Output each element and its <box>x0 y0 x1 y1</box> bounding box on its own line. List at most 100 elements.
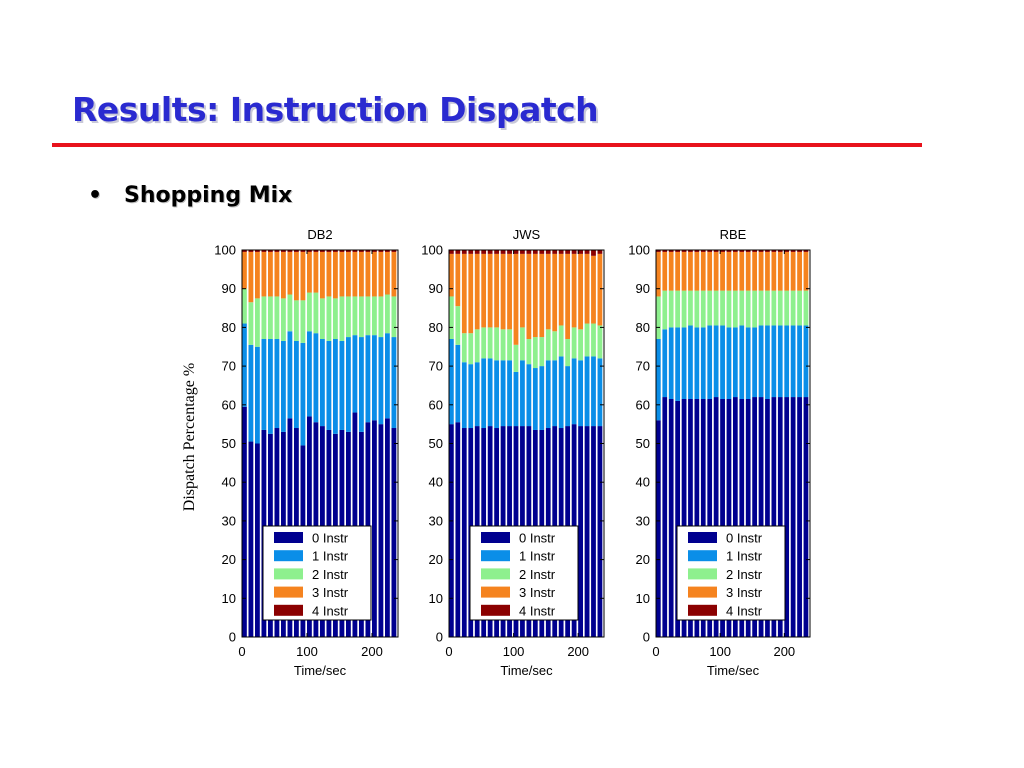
bar-gap <box>680 250 682 637</box>
legend-swatch <box>481 532 510 543</box>
bullet-row: • Shopping Mix <box>88 183 292 208</box>
legend-entry: 3 Instr <box>726 585 763 600</box>
bar-segment <box>797 325 802 398</box>
bar-segment <box>461 333 467 363</box>
bar-segment <box>532 250 538 254</box>
bar-segment <box>333 298 338 340</box>
y-tick-label: 70 <box>222 359 236 374</box>
bar-segment <box>700 327 706 399</box>
bar-gap <box>279 250 281 637</box>
bar-segment <box>777 250 783 252</box>
bar-segment <box>565 366 571 427</box>
bar-segment <box>578 329 584 361</box>
bar-segment <box>242 251 247 289</box>
bar-segment <box>526 253 532 340</box>
x-tick-label: 100 <box>709 644 731 659</box>
chart-title: JWS <box>513 227 541 242</box>
bar-segment <box>758 397 764 637</box>
bar-segment <box>571 358 577 425</box>
legend-entry: 0 Instr <box>312 531 349 546</box>
bar-gap <box>750 250 753 637</box>
bar-segment <box>320 251 325 299</box>
x-tick-label: 0 <box>445 644 452 659</box>
bar-segment <box>461 362 467 429</box>
bar-segment <box>675 290 681 328</box>
bar-segment <box>591 426 596 637</box>
bar-segment <box>513 250 519 254</box>
bar-segment <box>797 251 802 291</box>
legend-swatch <box>481 604 510 616</box>
bar-segment <box>287 294 293 332</box>
bar-segment <box>584 426 590 637</box>
bar-segment <box>481 327 487 359</box>
bar-segment <box>300 250 306 252</box>
bar-segment <box>688 250 693 252</box>
chart-title: RBE <box>720 227 747 242</box>
bar-segment <box>507 250 512 254</box>
y-tick-label: 10 <box>429 591 443 606</box>
bar-segment <box>359 250 364 252</box>
bar-gap <box>705 250 708 637</box>
y-tick-label: 0 <box>643 630 650 645</box>
chart-rbe: 0 10 20 30 40 50 60 70 80 90 100 0 100 200 RBE Time/sec… <box>628 227 811 678</box>
x-tick-label: 100 <box>503 644 525 659</box>
bar-segment <box>565 250 571 254</box>
bar-gap <box>660 250 663 637</box>
bar-segment <box>494 360 500 429</box>
bar-segment <box>461 250 467 254</box>
bar-segment <box>758 325 764 398</box>
bar-segment <box>745 327 751 399</box>
bar-segment <box>378 251 384 297</box>
bar-gap <box>305 250 307 637</box>
bar-segment <box>281 250 286 252</box>
bar-segment <box>487 250 493 254</box>
bar-segment <box>733 290 738 328</box>
bar-gap <box>246 250 249 637</box>
bar-segment <box>532 368 538 430</box>
bar-segment <box>584 253 590 324</box>
bar-segment <box>385 294 390 334</box>
legend: 0 Instr 1 Instr 2 Instr 3 Instr 4 Instr <box>469 525 579 621</box>
bar-segment <box>797 397 802 637</box>
bar-segment <box>307 250 312 252</box>
bar-gap <box>667 250 669 637</box>
y-tick-label: 30 <box>636 513 650 528</box>
bar-segment <box>365 250 371 252</box>
y-tick-label: 90 <box>222 281 236 296</box>
bar-segment <box>385 250 390 252</box>
y-tick-label: 90 <box>429 281 443 296</box>
bar-segment <box>784 397 790 637</box>
bar-segment <box>578 360 584 427</box>
bar-segment <box>248 251 254 303</box>
bar-gap <box>337 250 340 637</box>
bar-segment <box>803 290 809 326</box>
bar-gap <box>511 250 514 637</box>
y-tick-label: 60 <box>636 397 650 412</box>
y-tick-label: 40 <box>429 475 443 490</box>
y-tick-label: 70 <box>636 359 650 374</box>
bar-segment <box>532 337 538 369</box>
bar-segment <box>494 253 500 328</box>
bar-segment <box>274 251 280 297</box>
bar-segment <box>300 342 306 446</box>
bar-segment <box>771 290 777 326</box>
bar-segment <box>326 251 332 297</box>
y-tick-label: 80 <box>429 320 443 335</box>
bar-segment <box>713 250 719 252</box>
legend-swatch <box>274 532 303 543</box>
bar-segment <box>790 250 796 252</box>
legend-swatch <box>274 550 303 562</box>
bar-segment <box>372 250 377 252</box>
bar-segment <box>494 250 500 254</box>
bar-segment <box>758 251 764 291</box>
bar-segment <box>242 323 247 407</box>
bar-gap <box>518 250 521 637</box>
bar-gap <box>473 250 475 637</box>
bar-segment <box>597 358 603 427</box>
legend-entry: 1 Instr <box>312 549 349 564</box>
bar-gap <box>673 250 676 637</box>
bar-segment <box>268 250 273 252</box>
y-tick-label: 20 <box>636 552 650 567</box>
bar-segment <box>752 290 758 328</box>
bar-segment <box>449 296 454 340</box>
